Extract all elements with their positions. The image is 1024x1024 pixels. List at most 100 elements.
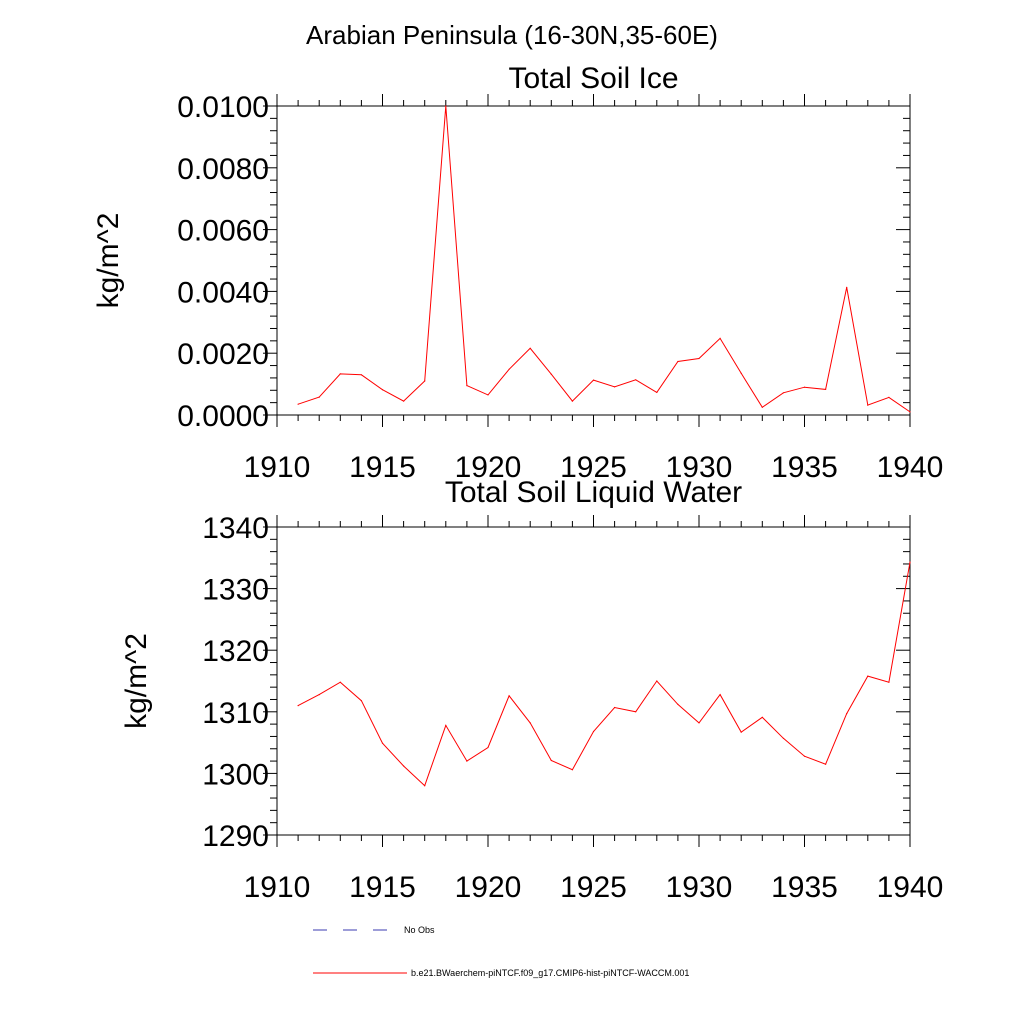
y-tick-label: 1320: [202, 635, 269, 668]
x-tick-label: 1935: [771, 871, 838, 904]
data-point: [761, 716, 763, 718]
data-point: [318, 396, 320, 398]
data-point: [466, 385, 468, 387]
x-tick-label: 1910: [244, 871, 311, 904]
data-point: [782, 737, 785, 739]
data-point: [339, 373, 341, 375]
x-tick-label: 1920: [455, 451, 522, 484]
x-tick-label: 1940: [877, 871, 944, 904]
data-point: [677, 360, 679, 363]
data-point: [909, 411, 911, 413]
data-point: [424, 380, 426, 382]
data-point: [803, 386, 806, 388]
legend: No Obs b.e21.BWaerchem-piNTCF.f09_g17.CM…: [313, 925, 689, 978]
chart-title: Total Soil Liquid Water: [445, 476, 742, 509]
data-point: [529, 722, 531, 724]
data-point: [339, 681, 341, 683]
y-tick-label: 0.0000: [177, 400, 269, 433]
data-point: [761, 406, 763, 408]
x-tick-label: 1935: [771, 451, 838, 484]
data-point: [487, 746, 489, 749]
data-point: [867, 404, 869, 406]
data-point: [846, 713, 848, 715]
data-point: [719, 694, 721, 696]
data-point: [740, 372, 742, 374]
data-point: [656, 680, 658, 682]
data-point: [803, 755, 806, 757]
data-point: [424, 785, 426, 787]
data-point: [403, 765, 405, 767]
data-point: [529, 347, 531, 349]
data-point: [445, 724, 447, 727]
series-line: [297, 562, 911, 787]
data-point: [719, 337, 721, 339]
x-tick-label: 1915: [349, 451, 416, 484]
x-tick-label: 1920: [455, 871, 522, 904]
y-tick-label: 1330: [202, 574, 269, 607]
y-tick-label: 0.0020: [177, 338, 269, 371]
data-point: [487, 394, 489, 396]
data-point: [403, 400, 405, 402]
data-point: [297, 705, 299, 707]
data-point: [635, 711, 637, 713]
y-tick-label: 0.0040: [177, 276, 269, 309]
chart-panel-2: Total Soil Liquid Water 1910 1915 1920 1925 1…: [120, 476, 943, 904]
data-point: [466, 760, 468, 762]
data-point: [550, 759, 552, 762]
y-tick-label: 1300: [202, 758, 269, 791]
y-tick-label: 0.0060: [177, 215, 269, 248]
y-axis-label: kg/m^2: [120, 633, 153, 729]
data-point: [571, 400, 574, 402]
page-title: Arabian Peninsula (16-30N,35-60E): [306, 20, 718, 50]
x-tick-label: 1930: [666, 871, 733, 904]
data-point: [360, 374, 362, 376]
data-point: [592, 730, 595, 733]
data-point: [909, 561, 911, 563]
data-point: [445, 105, 447, 107]
data-point: [867, 675, 869, 677]
chart-panel-1: Total Soil Ice 1910 1915 1920 1925 1930 1935 19…: [92, 62, 943, 484]
data-point: [825, 763, 827, 765]
data-point: [318, 694, 320, 696]
data-point: [740, 731, 742, 733]
x-tick-label: 1930: [666, 451, 733, 484]
data-point: [297, 403, 299, 405]
data-point: [508, 695, 510, 697]
data-point: [381, 742, 384, 744]
data-point: [360, 700, 362, 702]
y-tick-label: 1290: [202, 820, 269, 853]
data-point: [846, 286, 848, 288]
x-tick-label: 1910: [244, 451, 311, 484]
y-tick-label: 1310: [202, 697, 269, 730]
chart-panels: Total Soil Ice 1910 1915 1920 1925 1930 1935 19…: [92, 62, 943, 904]
data-point: [677, 703, 679, 706]
data-point: [635, 379, 637, 381]
legend-label-model: b.e21.BWaerchem-piNTCF.f09_g17.CMIP6-his…: [411, 968, 689, 978]
data-point: [888, 396, 890, 398]
y-tick-label: 1340: [202, 512, 269, 545]
data-point: [614, 386, 616, 388]
data-point: [888, 681, 890, 683]
x-tick-label: 1915: [349, 871, 416, 904]
data-point: [381, 389, 384, 391]
data-point: [614, 706, 616, 709]
data-point: [656, 391, 658, 393]
chart-title: Total Soil Ice: [508, 62, 678, 95]
x-tick-label: 1925: [560, 451, 627, 484]
legend-label-no-obs: No Obs: [404, 925, 435, 935]
data-point: [698, 722, 700, 724]
data-point: [550, 373, 552, 375]
data-point: [782, 392, 785, 394]
data-point: [698, 357, 700, 360]
plot-frame: [276, 105, 911, 416]
y-tick-label: 0.0080: [177, 153, 269, 186]
data-point: [571, 769, 574, 771]
data-point: [592, 379, 595, 381]
data-point: [825, 388, 827, 390]
y-axis-label: kg/m^2: [92, 213, 125, 309]
x-tick-label: 1925: [560, 871, 627, 904]
series-line: [297, 105, 911, 413]
x-tick-label: 1940: [877, 451, 944, 484]
plot-frame: [276, 526, 911, 836]
